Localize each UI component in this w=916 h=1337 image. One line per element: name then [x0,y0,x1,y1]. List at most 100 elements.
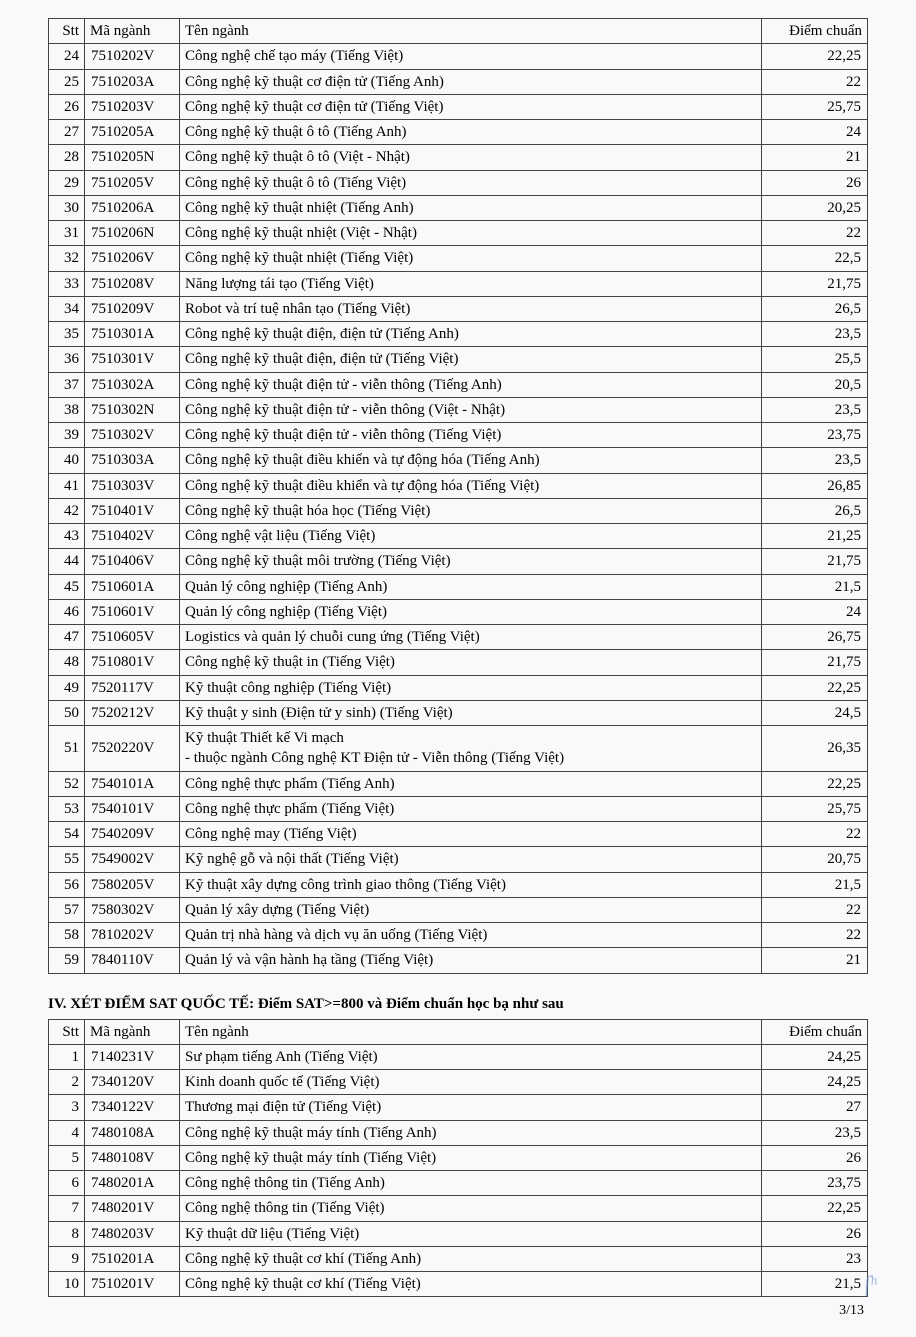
cell-name: Quản lý công nghiệp (Tiếng Anh) [180,574,762,599]
cell-name: Công nghệ kỹ thuật ô tô (Tiếng Anh) [180,120,762,145]
cell-score: 23,5 [762,448,868,473]
table-row: 97510201ACông nghệ kỹ thuật cơ khí (Tiến… [49,1246,868,1271]
cell-name: Công nghệ may (Tiếng Việt) [180,822,762,847]
cell-name: Robot và trí tuệ nhân tạo (Tiếng Việt) [180,296,762,321]
cell-stt: 59 [49,948,85,973]
cell-stt: 35 [49,322,85,347]
table-row: 517520220VKỹ thuật Thiết kế Vi mạch- thu… [49,726,868,772]
section-title-iv: IV. XÉT ĐIỂM SAT QUỐC TẾ: Điểm SAT>=800 … [48,996,868,1013]
table-row: 337510208VNăng lượng tái tạo (Tiếng Việt… [49,271,868,296]
cell-score: 21,5 [762,1272,868,1297]
table-row: 487510801VCông nghệ kỹ thuật in (Tiếng V… [49,650,868,675]
cell-stt: 28 [49,145,85,170]
cell-score: 22 [762,221,868,246]
cell-name: Quản trị nhà hàng và dịch vụ ăn uống (Ti… [180,923,762,948]
cell-score: 22,5 [762,246,868,271]
table-1: Stt Mã ngành Tên ngành Điểm chuẩn 24 7510… [48,18,868,974]
cell-name: Công nghệ kỹ thuật nhiệt (Tiếng Anh) [180,195,762,220]
cell-score: 25,5 [762,347,868,372]
cell-score: 20,75 [762,847,868,872]
cell-name: Logistics và quản lý chuỗi cung ứng (Tiế… [180,625,762,650]
cell-stt: 53 [49,796,85,821]
cell-code: 7510202V [85,44,180,69]
cell-name: Công nghệ vật liệu (Tiếng Việt) [180,524,762,549]
cell-name: Công nghệ kỹ thuật hóa học (Tiếng Việt) [180,498,762,523]
table-row: 327510206VCông nghệ kỹ thuật nhiệt (Tiến… [49,246,868,271]
cell-score: 22 [762,69,868,94]
cell-stt: 3 [49,1095,85,1120]
cell-code: 7510201V [85,1272,180,1297]
cell-score: 21,5 [762,574,868,599]
table-1-header-row: Stt Mã ngành Tên ngành Điểm chuẩn [49,19,868,44]
cell-code: 7510201A [85,1246,180,1271]
table-row: 257510203ACông nghệ kỹ thuật cơ điện tử … [49,69,868,94]
table-row: 277510205ACông nghệ kỹ thuật ô tô (Tiếng… [49,120,868,145]
cell-stt: 39 [49,423,85,448]
table-row: 377510302ACông nghệ kỹ thuật điện tử - v… [49,372,868,397]
cell-code: 7520117V [85,675,180,700]
cell-score: 22 [762,897,868,922]
cell-code: 7540101V [85,796,180,821]
th-name: Tên ngành [180,19,762,44]
cell-stt: 45 [49,574,85,599]
table-row: 37340122VThương mại điện tử (Tiếng Việt)… [49,1095,868,1120]
cell-name: Công nghệ chế tạo máy (Tiếng Việt) [180,44,762,69]
cell-name: Công nghệ kỹ thuật điện, điện tử (Tiếng … [180,347,762,372]
cell-code: 7510301A [85,322,180,347]
cell-name: Công nghệ kỹ thuật điều khiển và tự động… [180,448,762,473]
cell-stt: 57 [49,897,85,922]
table-2-header-row: Stt Mã ngành Tên ngành Điểm chuẩn [49,1019,868,1044]
cell-code: 7480203V [85,1221,180,1246]
table-row: 467510601VQuản lý công nghiệp (Tiếng Việ… [49,599,868,624]
cell-name: Kỹ nghệ gỗ và nội thất (Tiếng Việt) [180,847,762,872]
cell-name: Công nghệ kỹ thuật ô tô (Việt - Nhật) [180,145,762,170]
cell-name: Công nghệ thông tin (Tiếng Anh) [180,1171,762,1196]
cell-name: Quản lý xây dựng (Tiếng Việt) [180,897,762,922]
cell-score: 26 [762,1221,868,1246]
cell-code: 7510206A [85,195,180,220]
th-stt: Stt [49,1019,85,1044]
cell-stt: 27 [49,120,85,145]
cell-score: 21 [762,948,868,973]
cell-stt: 7 [49,1196,85,1221]
cell-code: 7480201A [85,1171,180,1196]
cell-score: 20,25 [762,195,868,220]
cell-code: 7580205V [85,872,180,897]
cell-code: 7480108A [85,1120,180,1145]
cell-name: Công nghệ kỹ thuật ô tô (Tiếng Việt) [180,170,762,195]
table-row: 417510303VCông nghệ kỹ thuật điều khiển … [49,473,868,498]
table-row: 587810202VQuản trị nhà hàng và dịch vụ ă… [49,923,868,948]
cell-name: Công nghệ kỹ thuật môi trường (Tiếng Việ… [180,549,762,574]
cell-code: 7840110V [85,948,180,973]
table-row: 597840110VQuản lý và vận hành hạ tầng (T… [49,948,868,973]
cell-code: 7510303A [85,448,180,473]
table-row: 347510209VRobot và trí tuệ nhân tạo (Tiế… [49,296,868,321]
cell-stt: 2 [49,1070,85,1095]
cell-stt: 42 [49,498,85,523]
cell-stt: 33 [49,271,85,296]
cell-code: 7510801V [85,650,180,675]
cell-stt: 32 [49,246,85,271]
cell-code: 7510302A [85,372,180,397]
cell-stt: 9 [49,1246,85,1271]
cell-stt: 50 [49,700,85,725]
cell-stt: 43 [49,524,85,549]
cell-name: Kỹ thuật công nghiệp (Tiếng Việt) [180,675,762,700]
cell-score: 26,5 [762,296,868,321]
cell-code: 7510209V [85,296,180,321]
cell-code: 7480201V [85,1196,180,1221]
cell-score: 24 [762,599,868,624]
cell-code: 7549002V [85,847,180,872]
cell-score: 26,75 [762,625,868,650]
cell-code: 7510208V [85,271,180,296]
cell-stt: 36 [49,347,85,372]
table-row: 437510402VCông nghệ vật liệu (Tiếng Việt… [49,524,868,549]
cell-score: 22,25 [762,44,868,69]
cell-score: 21,75 [762,650,868,675]
cell-code: 7580302V [85,897,180,922]
cell-score: 22,25 [762,675,868,700]
cell-code: 7510206N [85,221,180,246]
cell-stt: 1 [49,1044,85,1069]
cell-score: 26 [762,170,868,195]
table-row: 297510205VCông nghệ kỹ thuật ô tô (Tiếng… [49,170,868,195]
